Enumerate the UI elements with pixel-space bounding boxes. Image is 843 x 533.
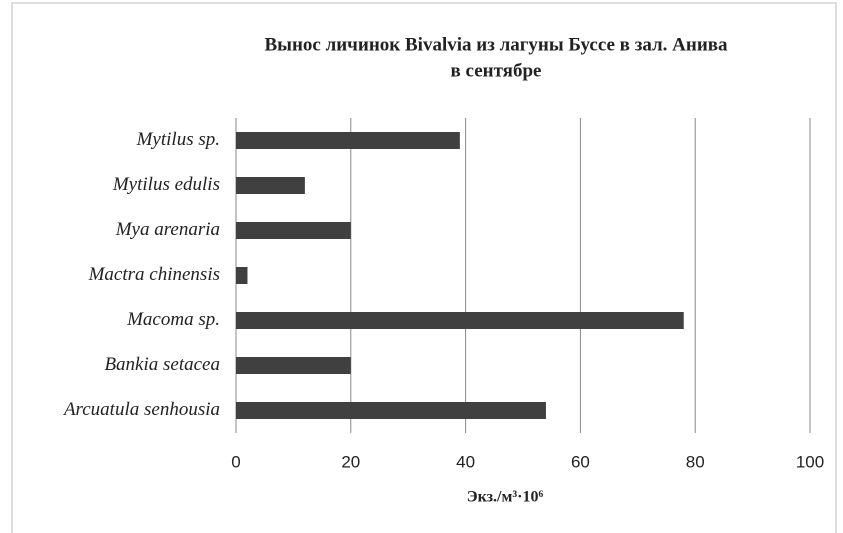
- x-tick-label: 0: [231, 452, 240, 471]
- x-tick-label: 80: [686, 452, 705, 471]
- y-tick-label: Mytilus sp.: [136, 129, 220, 150]
- chart-title: Вынос личинок Bivalvia из лагуны Буссе в…: [264, 34, 728, 55]
- x-tick-label: 60: [571, 452, 590, 471]
- y-tick-label: Mya arenaria: [115, 219, 220, 240]
- x-tick-label: 100: [796, 452, 824, 471]
- bar: [236, 222, 351, 239]
- bar: [236, 402, 546, 419]
- y-tick-label: Bankia setacea: [104, 354, 220, 375]
- y-tick-label: Mactra chinensis: [88, 264, 220, 285]
- chart-frame: [11, 2, 837, 533]
- x-axis-label: Экз./м³·10⁶: [467, 489, 544, 506]
- y-tick-label: Macoma sp.: [126, 309, 220, 330]
- y-tick-label: Arcuatula senhousia: [62, 399, 220, 420]
- bar: [236, 267, 248, 284]
- chart-title: в сентябре: [451, 60, 542, 81]
- bar: [236, 312, 684, 329]
- y-tick-label: Mytilus edulis: [112, 174, 220, 195]
- x-tick-label: 40: [456, 452, 475, 471]
- bar: [236, 357, 351, 374]
- bar: [236, 177, 305, 194]
- bar: [236, 132, 460, 149]
- x-tick-label: 20: [341, 452, 360, 471]
